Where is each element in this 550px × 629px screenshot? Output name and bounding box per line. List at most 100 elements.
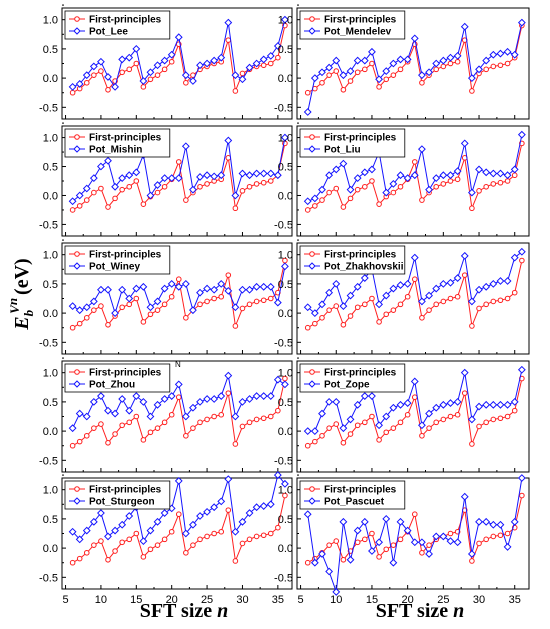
y-tick-label: 1.0 [278, 133, 293, 145]
legend-marker [74, 251, 80, 257]
potential-point [453, 538, 462, 547]
first-principles-point [319, 197, 325, 203]
first-principles-point [504, 60, 511, 67]
potential-point [496, 520, 505, 529]
first-principles-point [98, 185, 104, 192]
first-principles-point [112, 548, 118, 554]
first-principles-point [354, 186, 361, 193]
first-principles-point [440, 298, 447, 305]
first-principles-point [253, 533, 260, 540]
first-principles-point [312, 203, 318, 209]
first-principles-point [369, 530, 375, 537]
first-principles-point [175, 511, 182, 518]
potential-point [203, 507, 211, 516]
y-tick-label: 0.0 [43, 308, 58, 320]
potential-point [68, 82, 77, 91]
potential-point [432, 532, 441, 541]
potential-point [210, 172, 219, 181]
x-tick-label: 30 [236, 594, 248, 606]
potential-point [353, 526, 362, 535]
first-principles-point [397, 536, 404, 543]
y-axis-label-unit: (eV) [11, 258, 33, 295]
first-principles-point [105, 439, 111, 446]
first-principles-point [253, 298, 260, 305]
potential-point [174, 477, 183, 485]
first-principles-point [112, 431, 118, 437]
potential-point [332, 588, 341, 596]
potential-point [446, 537, 455, 546]
first-principles-point [390, 542, 397, 548]
panel-6: -0.5 0.0 0.5 1.0 First-principlesPot_Zhakhov… [274, 239, 530, 355]
first-principles-point [483, 301, 489, 308]
first-principles-point [376, 201, 382, 207]
first-principles-point [461, 390, 468, 396]
potential-point [259, 392, 268, 400]
y-tick-label: 1.0 [43, 485, 58, 497]
x-tick-label: 25 [437, 594, 449, 606]
potential-point [224, 371, 233, 380]
first-principles-point [69, 207, 76, 213]
first-principles-point [98, 303, 104, 309]
potential-point [160, 284, 169, 293]
legend-box [299, 245, 406, 275]
legend-marker [308, 27, 316, 35]
y-tick-label: 1.0 [43, 133, 58, 145]
potential-point [259, 282, 268, 291]
potential-point [332, 56, 341, 65]
first-principles-point [260, 532, 267, 539]
potential-point [482, 400, 491, 409]
potential-point [238, 169, 247, 178]
potential-point [460, 492, 469, 501]
first-principles-point [260, 415, 267, 422]
potential-point [252, 282, 261, 291]
potential-point [259, 169, 268, 178]
legend-box [64, 363, 171, 393]
potential-point [273, 42, 282, 50]
potential-point [368, 392, 376, 400]
first-principles-point [197, 301, 203, 308]
first-principles-point [419, 549, 425, 556]
first-principles-point [168, 411, 175, 418]
x-axis-label-right: SFT size n [376, 600, 465, 622]
potential-point [396, 400, 405, 409]
first-principles-point [504, 178, 511, 184]
first-principles-point [140, 201, 147, 207]
first-principles-point [326, 425, 332, 431]
potential-point [273, 171, 282, 180]
panel-10: -0.5 0.0 0.5 1.0 5 10 15 20 25 30 35 First-principl… [274, 474, 530, 606]
potential-point [224, 18, 233, 27]
first-principles-point [447, 295, 454, 302]
potential-point [238, 397, 247, 406]
first-principles-point [362, 66, 368, 73]
potential-point [375, 75, 383, 84]
first-principles-point [161, 301, 168, 308]
potential-point [160, 395, 169, 403]
potential-point [460, 368, 469, 377]
first-principles-point [433, 419, 440, 426]
first-principles-point [411, 276, 418, 283]
potential-point [245, 63, 254, 72]
potential-point [346, 67, 355, 76]
x-tick-label: 10 [95, 594, 107, 606]
potential-point [245, 395, 254, 403]
first-principles-point [267, 60, 274, 67]
first-principles-point [232, 441, 239, 447]
first-principles-point [232, 88, 239, 94]
first-principles-point [211, 530, 217, 537]
potential-point [224, 286, 233, 295]
first-principles-point [504, 530, 511, 537]
potential-point [353, 400, 362, 409]
first-principles-point [204, 181, 210, 187]
first-principles-point [469, 205, 475, 212]
first-principles-point [218, 411, 225, 418]
first-principles-point [275, 524, 281, 531]
first-principles-point [476, 540, 482, 547]
potential-point [245, 285, 254, 294]
first-principles-point [469, 441, 475, 447]
first-principles-point [260, 297, 267, 304]
legend-marker [73, 145, 81, 153]
first-principles-point [232, 558, 239, 564]
